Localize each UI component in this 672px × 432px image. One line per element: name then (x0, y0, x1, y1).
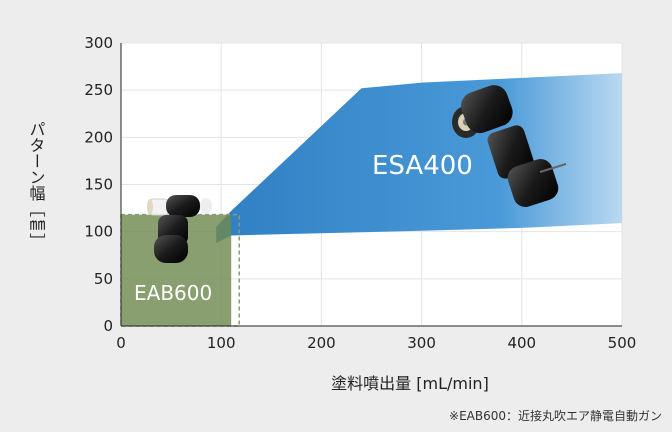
x-tick-label: 300 (407, 334, 436, 352)
y-axis-title: パターン幅［㎜］ (27, 121, 46, 249)
y-tick-label: 200 (84, 128, 113, 146)
y-tick-labels: 0 50 100 150 200 250 300 (84, 34, 113, 335)
x-tick-labels: 0 100 200 300 400 500 (116, 334, 636, 352)
x-tick-label: 0 (116, 334, 126, 352)
y-tick-label: 50 (94, 270, 113, 288)
y-tick-label: 250 (84, 81, 113, 99)
region-label-eab600: EAB600 (134, 281, 212, 305)
y-tick-label: 100 (84, 223, 113, 241)
y-tick-label: 0 (103, 317, 113, 335)
x-tick-label: 400 (507, 334, 536, 352)
region-label-esa400: ESA400 (372, 151, 473, 181)
footnote: ※EAB600：近接丸吹エア静電自動ガン (449, 408, 662, 423)
y-tick-label: 300 (84, 34, 113, 52)
esa400-gun-icon (452, 85, 567, 207)
axes (120, 43, 622, 327)
x-tick-label: 200 (307, 334, 336, 352)
x-tick-label: 100 (207, 334, 236, 352)
x-axis-title: 塗料噴出量 [mL/min] (331, 374, 489, 393)
x-tick-label: 500 (608, 334, 637, 352)
eab600-gun-icon (147, 195, 212, 263)
y-tick-label: 150 (84, 176, 113, 194)
